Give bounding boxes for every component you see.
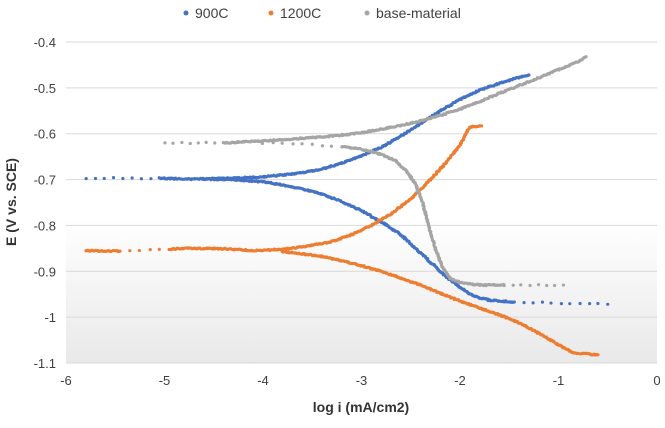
legend-label: 900C [195,5,228,21]
data-point [480,124,484,128]
data-point [540,300,545,304]
data-point [171,141,175,145]
data-point [502,283,506,288]
data-point [578,301,582,306]
data-point [528,283,532,288]
legend-marker [268,10,274,16]
data-point [260,141,265,146]
y-tick-label: -0.9 [34,264,56,279]
x-axis-title: log i (mA/cm2) [313,399,409,415]
data-point [545,283,549,288]
data-point [596,301,600,306]
x-tick-label: -4 [257,373,269,388]
data-point [180,140,184,145]
y-tick-label: -0.6 [34,127,56,142]
data-point [568,302,572,306]
data-point [588,302,592,306]
data-point [300,142,304,146]
data-point [149,177,153,181]
data-point [310,142,314,146]
data-point [549,301,553,305]
data-point [280,141,284,145]
data-point [536,283,541,287]
tick-labels: -6 -5 -4 -3 -2 -1 0 -0.4 -0.5 -0.6 -0.7 -0.8 -0.9 -1 -… [34,35,661,388]
data-point [584,55,588,59]
x-tick-label: -2 [454,373,466,388]
y-axis-title: E (V vs. SCE) [3,158,19,246]
plot-area-background [66,42,657,363]
y-tick-label: -0.5 [34,81,56,96]
x-tick-label: 0 [653,373,660,388]
y-tick-label: -1 [44,310,56,325]
series-base-material [163,55,588,288]
data-point [213,141,217,145]
data-series [84,55,610,357]
data-point [118,249,122,253]
data-point [531,301,535,305]
data-point [606,302,610,306]
data-point [522,301,526,305]
data-point [552,283,557,288]
data-point [596,353,600,357]
data-point [137,248,141,253]
data-point [329,144,334,148]
data-point [93,176,98,181]
data-point [519,283,523,287]
data-point [139,177,143,181]
legend-entry: base-material [364,5,461,21]
x-tick-label: -5 [159,373,171,388]
data-point [561,283,566,287]
data-point [157,247,161,251]
data-point [130,176,134,180]
legend: 900C 1200C base-material [183,5,461,21]
legend-entry: 900C [183,5,228,21]
data-point [212,178,216,182]
legend-marker [364,10,370,16]
y-tick-label: -0.4 [34,35,56,50]
data-point [102,176,106,181]
data-point [527,73,531,77]
legend-marker [183,10,189,16]
data-point [204,140,208,144]
data-point [163,141,167,145]
legend-label: 1200C [280,5,321,21]
legend-label: base-material [376,5,461,21]
x-tick-label: -1 [553,373,565,388]
data-point [291,142,295,146]
data-point [511,283,515,287]
data-point [148,248,152,252]
y-tick-label: -0.8 [34,218,56,233]
legend-entry: 1200C [268,5,321,21]
data-point [188,141,192,146]
series-1200c [84,124,600,357]
y-tick-label: -1.1 [34,356,56,371]
data-point [196,141,200,145]
data-point [559,301,564,306]
data-point [121,176,125,181]
y-tick-label: -0.7 [34,173,56,188]
x-tick-label: -3 [356,373,368,388]
data-point [128,249,132,253]
x-tick-label: -6 [60,373,72,388]
data-point [271,141,275,145]
data-point [111,176,116,180]
data-point [84,176,88,181]
data-point [512,300,516,304]
data-point [320,144,325,148]
